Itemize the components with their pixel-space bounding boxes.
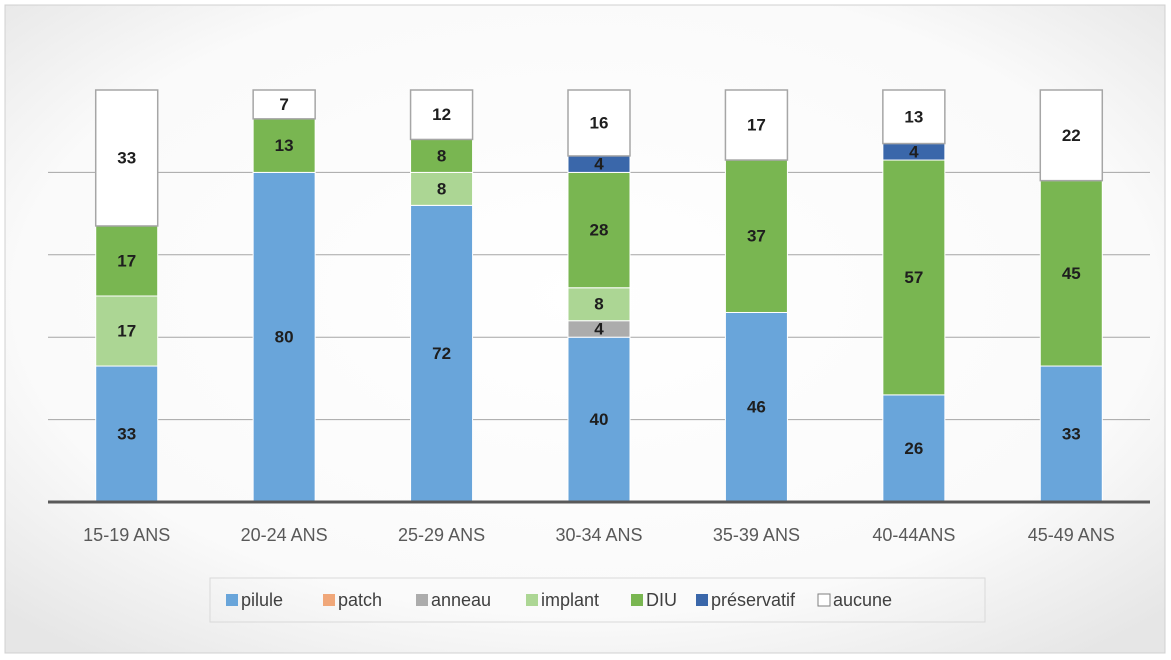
bar-segment (94, 89, 159, 227)
data-label: 4 (594, 319, 604, 338)
data-label: 57 (904, 268, 923, 287)
bar-segment (567, 287, 631, 322)
legend-swatch (416, 594, 428, 606)
data-label: 45 (1062, 264, 1081, 283)
data-label: 17 (117, 251, 136, 270)
x-tick-label: 15-19 ANS (83, 525, 170, 545)
data-label: 33 (1062, 425, 1081, 444)
data-label: 80 (275, 328, 294, 347)
data-label: 8 (437, 146, 446, 165)
x-tick-label: 45-49 ANS (1028, 525, 1115, 545)
x-tick-label: 35-39 ANS (713, 525, 800, 545)
bar-segment (882, 159, 946, 396)
bar-segment (1039, 365, 1103, 503)
bar-segment (1039, 89, 1104, 182)
legend-label: DIU (646, 590, 677, 610)
bar-segment (724, 89, 789, 161)
x-tick-label: 30-34 ANS (555, 525, 642, 545)
data-label: 13 (275, 136, 294, 155)
data-label: 7 (279, 95, 288, 114)
bar-segment (252, 118, 316, 173)
x-tick-label: 40-44ANS (872, 525, 955, 545)
data-label: 40 (590, 410, 609, 429)
legend-label: préservatif (711, 590, 796, 610)
data-label: 37 (747, 227, 766, 246)
bar-segment (724, 311, 788, 503)
legend-swatch (817, 593, 831, 607)
data-label: 17 (117, 322, 136, 341)
bar-segment (410, 204, 474, 503)
data-label: 33 (117, 425, 136, 444)
data-label: 16 (590, 113, 609, 132)
bar-segment (567, 336, 631, 503)
legend-swatch (696, 594, 708, 606)
bar-segment (567, 171, 631, 289)
data-label: 28 (590, 221, 609, 240)
data-label: 8 (594, 295, 603, 314)
bar-segment (567, 89, 631, 157)
legend-label: patch (338, 590, 382, 610)
data-label: 12 (432, 105, 451, 124)
data-label: 4 (594, 155, 604, 174)
bar-segment (95, 225, 159, 297)
legend-label: aucune (833, 590, 892, 610)
legend-swatch (226, 594, 238, 606)
bar-segment (882, 89, 946, 145)
bar-segment (252, 89, 316, 120)
bar-segment (724, 159, 788, 313)
data-label: 22 (1062, 126, 1081, 145)
bar-segment (1039, 180, 1103, 367)
data-label: 72 (432, 344, 451, 363)
bar-segment (410, 138, 474, 173)
legend-label: pilule (241, 590, 283, 610)
legend-box (209, 577, 986, 623)
data-label: 33 (117, 148, 136, 167)
data-label: 17 (747, 116, 766, 135)
x-tick-label: 20-24 ANS (241, 525, 328, 545)
data-label: 4 (909, 142, 919, 161)
bar-segment (882, 394, 946, 503)
data-label: 13 (904, 107, 923, 126)
bar-segment (95, 295, 159, 367)
bar-segment (409, 89, 474, 141)
legend-label: anneau (431, 590, 491, 610)
x-tick-label: 25-29 ANS (398, 525, 485, 545)
bar-segment (410, 171, 474, 206)
legend-label: implant (541, 590, 599, 610)
data-label: 26 (904, 439, 923, 458)
legend-swatch (526, 594, 538, 606)
legend-swatch (631, 594, 643, 606)
bar-segment (252, 171, 316, 503)
legend-swatch (323, 594, 335, 606)
data-label: 8 (437, 179, 446, 198)
data-label: 46 (747, 398, 766, 417)
